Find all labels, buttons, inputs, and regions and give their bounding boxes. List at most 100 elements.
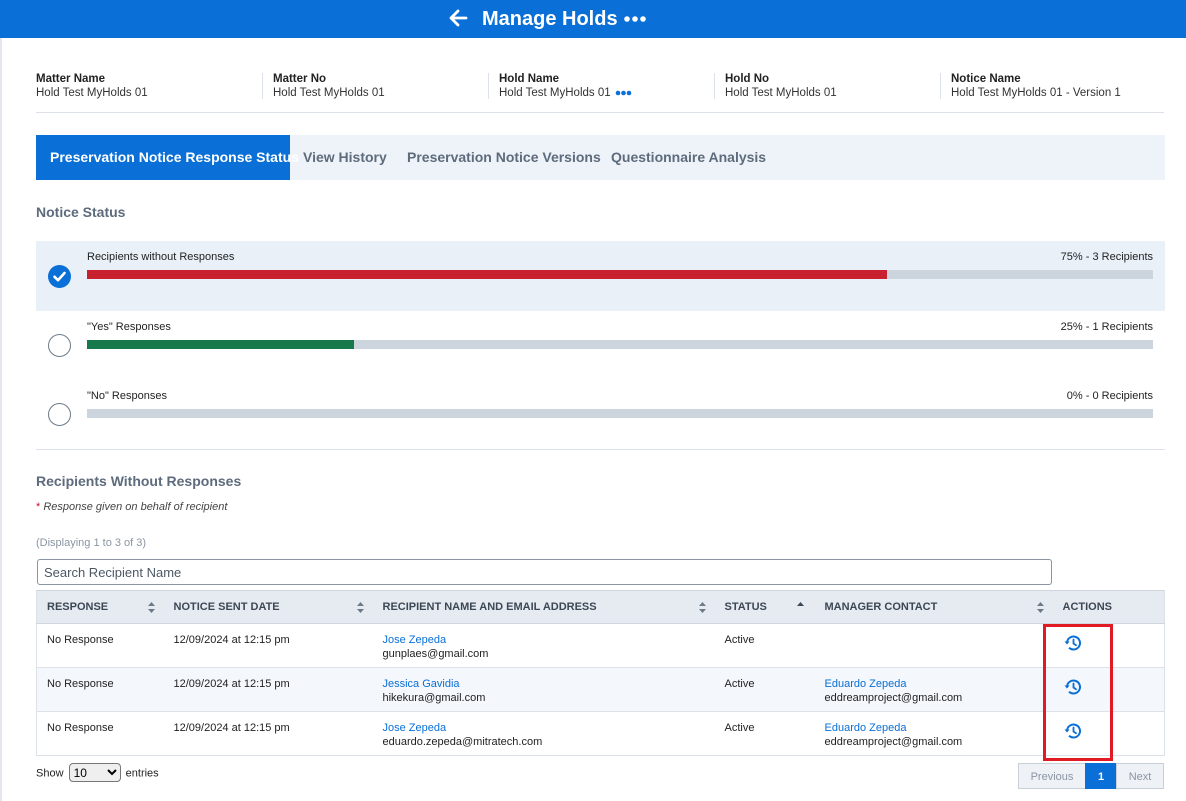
recipient-email: gunplaes@gmail.com <box>382 648 489 660</box>
check-icon <box>53 271 66 282</box>
cell-recipient: Jose Zepeda eduardo.zepeda@mitratech.com <box>372 711 715 756</box>
sort-icon <box>698 602 706 613</box>
table-row: No Response 12/09/2024 at 12:15 pm Jose … <box>36 623 1165 668</box>
cell-manager: Eduardo Zepeda eddreamproject@gmail.com <box>814 667 1053 712</box>
entries-label: entries <box>125 767 159 780</box>
sort-icon <box>1036 602 1044 613</box>
column-label: STATUS <box>724 601 767 613</box>
top-bar: Manage Holds <box>0 0 1186 38</box>
info-label: Matter No <box>273 73 327 85</box>
column-label: RECIPIENT NAME AND EMAIL ADDRESS <box>382 601 597 613</box>
search-input[interactable] <box>37 559 1052 585</box>
page-1-button[interactable]: 1 <box>1085 763 1117 789</box>
displaying-count: (Displaying 1 to 3 of 3) <box>36 537 147 549</box>
cell-response: No Response <box>36 711 164 756</box>
history-icon[interactable] <box>1063 677 1083 697</box>
sort-up-icon <box>796 602 804 606</box>
info-matter-name: Matter Name Hold Test MyHolds 01 <box>36 73 148 99</box>
recipients-table: RESPONSE NOTICE SENT DATE RECIPIENT NAME… <box>36 590 1165 756</box>
status-label: Recipients without Responses <box>87 251 235 263</box>
info-hold-no: Hold No Hold Test MyHolds 01 <box>714 73 837 99</box>
hold-name-value: Hold Test MyHolds 01 <box>499 87 611 99</box>
column-label: ACTIONS <box>1062 601 1113 613</box>
cell-date: 12/09/2024 at 12:15 pm <box>163 711 373 756</box>
info-value: Hold Test MyHolds 01 <box>499 87 632 99</box>
info-notice-name: Notice Name Hold Test MyHolds 01 - Versi… <box>940 73 1121 99</box>
tab-questionnaire-analysis[interactable]: Questionnaire Analysis <box>611 149 767 165</box>
cell-date: 12/09/2024 at 12:15 pm <box>163 623 373 668</box>
cell-manager: Eduardo Zepeda eddreamproject@gmail.com <box>814 711 1053 756</box>
recipient-name-link[interactable]: Jessica Gavidia <box>382 678 460 690</box>
left-border <box>0 38 2 801</box>
status-row-no-response-answer[interactable]: "No" Responses 0% - 0 Recipients <box>36 380 1165 450</box>
page-size-control: Show 10 entries <box>36 763 159 782</box>
status-count: 0% - 0 Recipients <box>1066 390 1153 402</box>
info-value: Hold Test MyHolds 01 <box>273 87 385 99</box>
progress-track <box>87 409 1153 418</box>
status-label: "No" Responses <box>87 390 167 402</box>
tab-notice-versions[interactable]: Preservation Notice Versions <box>407 149 601 165</box>
progress-track <box>87 340 1153 349</box>
col-status[interactable]: STATUS <box>714 590 815 624</box>
status-count: 25% - 1 Recipients <box>1060 321 1153 333</box>
recipient-name-link[interactable]: Jose Zepeda <box>382 634 447 646</box>
recipient-email: eduardo.zepeda@mitratech.com <box>382 736 543 748</box>
history-icon[interactable] <box>1063 633 1083 653</box>
next-button[interactable]: Next <box>1116 763 1164 789</box>
page-size-select[interactable]: 10 <box>68 763 121 782</box>
table-header-row: RESPONSE NOTICE SENT DATE RECIPIENT NAME… <box>36 590 1165 624</box>
status-row-yes-response[interactable]: "Yes" Responses 25% - 1 Recipients <box>36 311 1165 381</box>
info-value: Hold Test MyHolds 01 - Version 1 <box>951 87 1121 99</box>
more-dots-icon[interactable] <box>615 90 632 96</box>
col-manager-contact[interactable]: MANAGER CONTACT <box>814 590 1053 624</box>
column-label: MANAGER CONTACT <box>824 601 938 613</box>
tab-view-history[interactable]: View History <box>303 149 387 165</box>
progress-fill <box>87 340 354 349</box>
info-value: Hold Test MyHolds 01 <box>725 87 837 99</box>
divider <box>36 112 1164 113</box>
cell-status: Active <box>714 623 815 668</box>
cell-response: No Response <box>36 667 164 712</box>
info-value: Hold Test MyHolds 01 <box>36 87 148 99</box>
back-arrow-icon[interactable] <box>447 7 469 29</box>
show-label: Show <box>36 767 64 780</box>
cell-manager <box>814 623 1053 668</box>
info-label: Matter Name <box>36 73 106 85</box>
cell-actions <box>1052 711 1165 756</box>
col-notice-sent-date[interactable]: NOTICE SENT DATE <box>163 590 373 624</box>
manager-email: eddreamproject@gmail.com <box>824 736 963 748</box>
behalf-note: * Response given on behalf of recipient <box>36 501 227 513</box>
manager-name-link[interactable]: Eduardo Zepeda <box>824 678 907 690</box>
info-matter-no: Matter No Hold Test MyHolds 01 <box>262 73 385 99</box>
info-hold-name: Hold Name Hold Test MyHolds 01 <box>488 73 632 99</box>
col-response[interactable]: RESPONSE <box>36 590 164 624</box>
status-row-no-response[interactable]: Recipients without Responses 75% - 3 Rec… <box>36 241 1165 311</box>
recipient-name-link[interactable]: Jose Zepeda <box>382 722 447 734</box>
status-radio[interactable] <box>48 403 71 426</box>
col-actions: ACTIONS <box>1052 590 1165 624</box>
page-title: Manage Holds <box>482 8 618 30</box>
info-label: Hold Name <box>499 73 560 85</box>
cell-status: Active <box>714 667 815 712</box>
sort-icon <box>356 602 364 613</box>
info-label: Notice Name <box>951 73 1021 85</box>
progress-track <box>87 270 1153 279</box>
cell-actions <box>1052 667 1165 712</box>
history-icon[interactable] <box>1063 721 1083 741</box>
status-radio[interactable] <box>48 265 71 288</box>
table-row: No Response 12/09/2024 at 12:15 pm Jessi… <box>36 667 1165 712</box>
col-recipient[interactable]: RECIPIENT NAME AND EMAIL ADDRESS <box>372 590 715 624</box>
recipients-heading: Recipients Without Responses <box>36 473 242 489</box>
column-label: NOTICE SENT DATE <box>173 601 280 613</box>
progress-fill <box>87 270 887 279</box>
cell-recipient: Jessica Gavidia hikekura@gmail.com <box>372 667 715 712</box>
manager-name-link[interactable]: Eduardo Zepeda <box>824 722 907 734</box>
manager-email: eddreamproject@gmail.com <box>824 692 963 704</box>
cell-status: Active <box>714 711 815 756</box>
sort-icon <box>147 602 155 613</box>
tab-response-status[interactable]: Preservation Notice Response Status <box>36 135 299 180</box>
previous-button[interactable]: Previous <box>1018 763 1086 789</box>
notice-status-heading: Notice Status <box>36 204 126 220</box>
status-radio[interactable] <box>48 334 71 357</box>
more-dots-icon[interactable] <box>623 10 647 28</box>
